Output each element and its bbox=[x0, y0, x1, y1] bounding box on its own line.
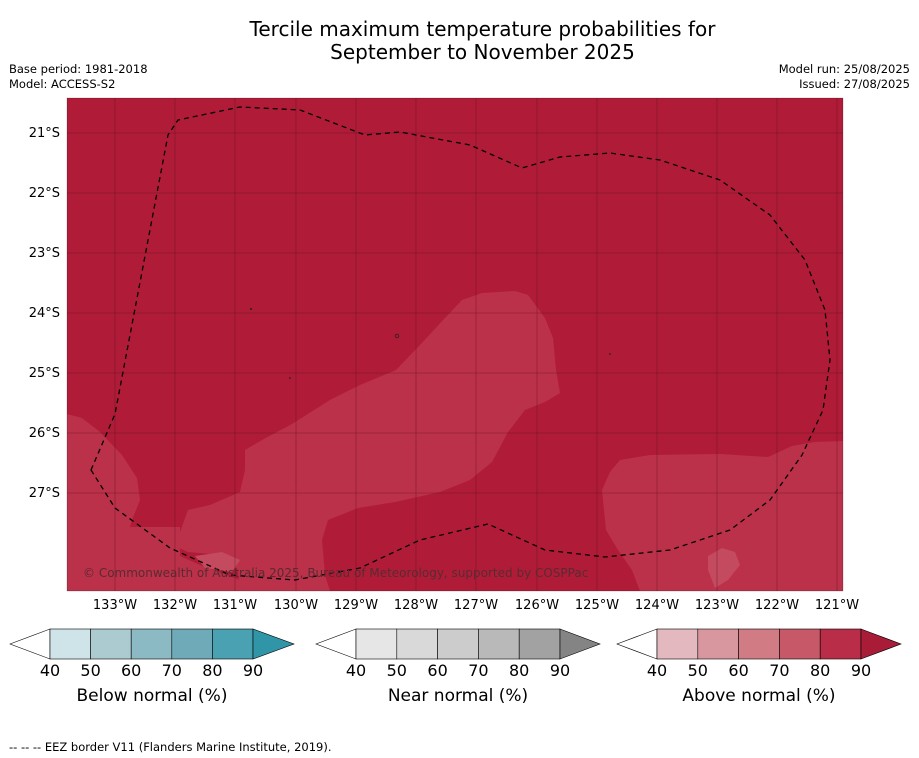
colorbar-tick-label: 60 bbox=[728, 661, 749, 680]
title-line-1: Tercile maximum temperature probabilitie… bbox=[249, 17, 716, 41]
colorbar-tick-label: 50 bbox=[386, 661, 407, 680]
colorbar-low-extension bbox=[616, 628, 658, 660]
eez-footnote: -- -- -- EEZ border V11 (Flanders Marine… bbox=[9, 740, 332, 754]
colorbar-tick-label: 70 bbox=[161, 661, 182, 680]
colorbar-segment bbox=[355, 628, 398, 660]
colorbar-tick-label: 80 bbox=[202, 661, 223, 680]
longitude-label: 132°W bbox=[152, 598, 198, 613]
colorbar-segment bbox=[437, 628, 479, 660]
colorbar-tick-label: 70 bbox=[468, 661, 489, 680]
colorbar-high-extension bbox=[559, 628, 601, 660]
island-marker bbox=[394, 333, 400, 339]
model-run: Model run: 25/08/2025 bbox=[778, 62, 910, 76]
colorbar-segment bbox=[49, 628, 91, 660]
colorbar-low-extension bbox=[315, 628, 357, 660]
issued-date: Issued: 27/08/2025 bbox=[799, 77, 910, 91]
colorbar-tick-label: 50 bbox=[687, 661, 708, 680]
meta-right: Model run: 25/08/2025 Issued: 27/08/2025 bbox=[779, 62, 910, 92]
map-region-above-70-80-southwest bbox=[67, 414, 240, 591]
colorbar-tick-label: 90 bbox=[850, 661, 872, 680]
map-area bbox=[67, 98, 843, 591]
colorbar-tick-label: 80 bbox=[810, 661, 831, 680]
colorbar-segment bbox=[90, 628, 132, 660]
colorbar-segment bbox=[656, 628, 699, 660]
colorbar-tick-label: 60 bbox=[121, 661, 142, 680]
latitude-label: 26°S bbox=[28, 426, 60, 441]
colorbar-segment bbox=[738, 628, 780, 660]
map-region-above-70-80-central bbox=[175, 291, 560, 591]
longitude-label: 122°W bbox=[754, 598, 800, 613]
meta-left: Base period: 1981-2018 Model: ACCESS-S2 bbox=[9, 62, 148, 92]
colorbar-tick-label: 90 bbox=[242, 661, 264, 680]
latitude-label: 27°S bbox=[28, 486, 60, 501]
longitude-label: 128°W bbox=[393, 598, 439, 613]
longitude-label: 125°W bbox=[574, 598, 620, 613]
latitude-label: 24°S bbox=[28, 306, 60, 321]
map-region-above-70-80-strip bbox=[195, 552, 240, 572]
longitude-label: 121°W bbox=[814, 598, 860, 613]
island-marker bbox=[289, 377, 291, 379]
map-title: Tercile maximum temperature probabilitie… bbox=[0, 18, 919, 64]
colorbar-tick-label: 40 bbox=[646, 661, 668, 680]
latitude-label: 25°S bbox=[28, 366, 60, 381]
colorbar-low-extension bbox=[9, 628, 51, 660]
colorbar-title: Near normal (%) bbox=[387, 686, 529, 706]
longitude-label: 126°W bbox=[514, 598, 560, 613]
model-name: Model: ACCESS-S2 bbox=[9, 77, 116, 91]
colorbar-segment bbox=[779, 628, 821, 660]
map-region-above-70-80-southeast bbox=[602, 441, 843, 591]
base-period: Base period: 1981-2018 bbox=[9, 62, 148, 76]
colorbar-segment bbox=[212, 628, 254, 660]
colorbar-segment bbox=[396, 628, 438, 660]
title-line-2: September to November 2025 bbox=[330, 40, 635, 64]
longitude-label: 133°W bbox=[92, 598, 138, 613]
longitude-label: 123°W bbox=[694, 598, 740, 613]
colorbar-title: Above normal (%) bbox=[682, 686, 836, 706]
map-frame bbox=[66, 97, 844, 592]
island-marker bbox=[609, 353, 611, 355]
latitude-label: 23°S bbox=[28, 246, 60, 261]
colorbar-segment bbox=[130, 628, 173, 660]
colorbar-tick-label: 70 bbox=[769, 661, 790, 680]
colorbar-segment bbox=[518, 628, 561, 660]
longitude-label: 130°W bbox=[273, 598, 319, 613]
colorbar-tick-label: 90 bbox=[549, 661, 571, 680]
island-marker bbox=[250, 308, 252, 310]
longitude-label: 124°W bbox=[634, 598, 680, 613]
colorbar-segment bbox=[697, 628, 739, 660]
copyright-notice: © Commonwealth of Australia 2025, Bureau… bbox=[83, 566, 589, 580]
longitude-label: 129°W bbox=[333, 598, 379, 613]
colorbar-tick-label: 40 bbox=[345, 661, 367, 680]
graticule bbox=[67, 98, 843, 591]
colorbar-high-extension bbox=[860, 628, 902, 660]
longitude-label: 127°W bbox=[453, 598, 499, 613]
colorbar-high-extension bbox=[252, 628, 295, 660]
latitude-label: 21°S bbox=[28, 126, 60, 141]
latitude-label: 22°S bbox=[28, 186, 60, 201]
colorbar-segment bbox=[819, 628, 862, 660]
colorbar-tick-label: 80 bbox=[509, 661, 530, 680]
colorbar-tick-label: 60 bbox=[427, 661, 448, 680]
colorbar-tick-label: 50 bbox=[80, 661, 101, 680]
map-region-above-70-80-small bbox=[708, 548, 740, 588]
colorbar-title: Below normal (%) bbox=[76, 686, 228, 706]
longitude-label: 131°W bbox=[212, 598, 258, 613]
colorbar-segment bbox=[171, 628, 213, 660]
colorbars bbox=[9, 628, 902, 660]
colorbar-segment bbox=[478, 628, 520, 660]
colorbar-tick-label: 40 bbox=[39, 661, 61, 680]
